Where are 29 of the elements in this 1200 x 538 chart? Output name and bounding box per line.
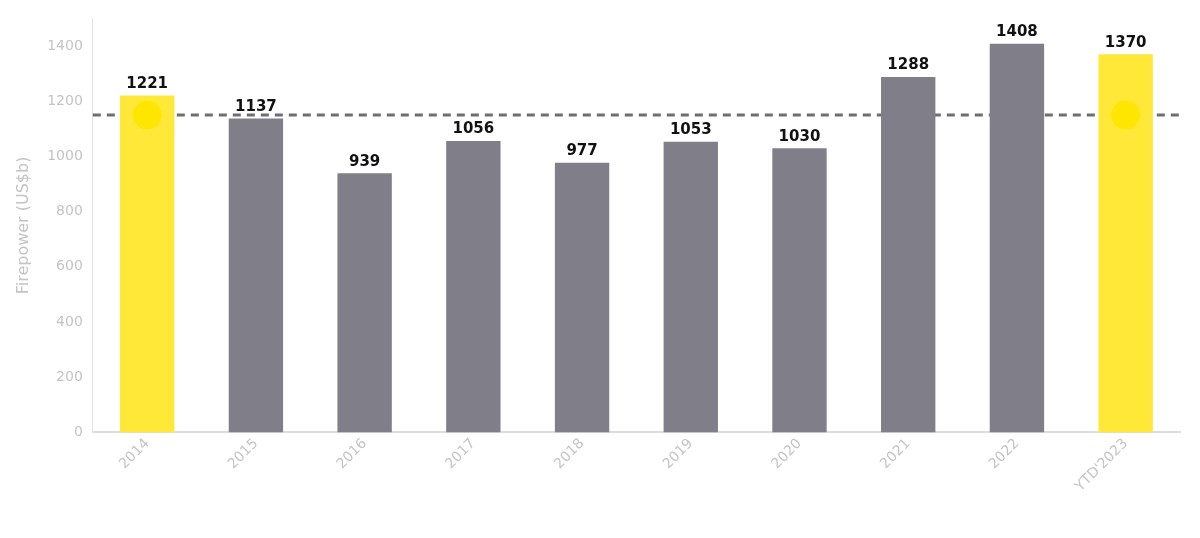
bar (1098, 54, 1153, 433)
y-tick-label: 600 (56, 257, 83, 274)
y-tick-label: 0 (73, 423, 83, 440)
bar (881, 76, 936, 433)
bar (772, 148, 827, 433)
bar (228, 118, 284, 433)
data-label: 977 (566, 141, 598, 160)
data-label: 1056 (452, 119, 495, 138)
data-label: 1137 (235, 97, 277, 115)
data-label: 1030 (778, 126, 821, 145)
y-tick-label: 200 (56, 367, 83, 384)
data-label: 1053 (669, 120, 712, 139)
bar (554, 162, 610, 433)
bar (337, 173, 392, 433)
y-tick-label: 800 (56, 202, 83, 219)
data-label: 1370 (1104, 32, 1147, 51)
y-tick-label: 1000 (47, 147, 83, 164)
data-label: 1288 (887, 55, 930, 74)
y-axis-title: Firepower (US$b) (12, 156, 32, 295)
data-label: 939 (348, 151, 381, 170)
bar (663, 141, 718, 433)
bar (989, 43, 1045, 433)
y-tick-label: 1400 (47, 36, 83, 53)
data-label: 1408 (996, 22, 1038, 41)
data-label: 1221 (126, 73, 169, 92)
bar (446, 140, 501, 433)
y-tick-label: 400 (56, 312, 83, 329)
y-tick-label: 1200 (47, 91, 83, 108)
bar (120, 95, 175, 433)
